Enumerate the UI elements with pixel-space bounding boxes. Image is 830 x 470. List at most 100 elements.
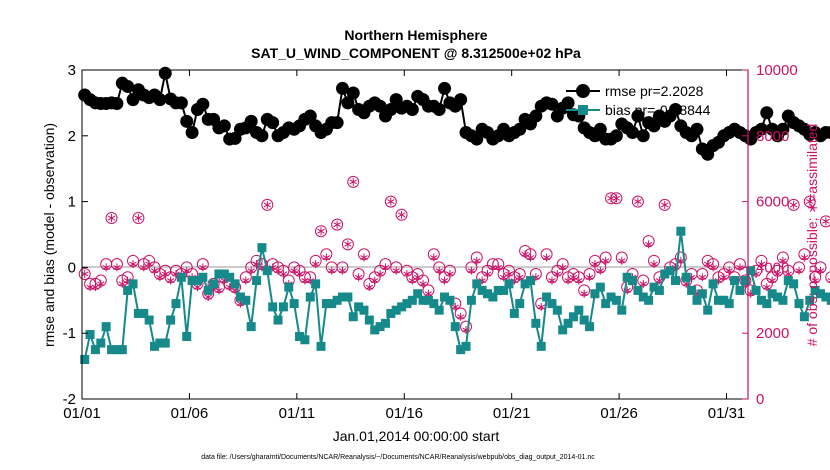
obs-assimilated-point xyxy=(199,263,207,272)
bias-point xyxy=(198,272,208,282)
bias-point xyxy=(703,305,713,315)
rmse-point xyxy=(824,126,830,139)
rmse-point xyxy=(760,106,774,120)
x-tick-label: 01/16 xyxy=(385,405,423,422)
bias-point xyxy=(155,338,165,348)
obs-assimilated-point xyxy=(618,256,626,265)
bias-point xyxy=(107,345,117,355)
obs-assimilated-point xyxy=(129,260,137,269)
bias-point xyxy=(622,272,632,282)
bias-point xyxy=(235,292,245,302)
obs-assimilated-point xyxy=(317,227,325,236)
bias-point xyxy=(794,299,804,309)
bias-point xyxy=(375,322,385,332)
bias-point xyxy=(413,289,423,299)
obs-possible-point xyxy=(395,208,408,221)
bias-point xyxy=(101,322,111,332)
obs-assimilated-point xyxy=(467,266,476,275)
bias-point xyxy=(477,285,487,295)
y-tick-label-right: 2000 xyxy=(756,325,789,342)
obs-possible-point xyxy=(825,271,830,284)
bias-point xyxy=(687,285,697,295)
bias-point xyxy=(219,269,229,279)
bias-point xyxy=(252,276,262,286)
bias-point xyxy=(638,292,648,302)
bias-point xyxy=(391,305,401,315)
bias-point xyxy=(730,276,740,286)
obs-possible-point xyxy=(631,195,644,208)
bias-point xyxy=(133,308,143,318)
bias-point xyxy=(617,305,627,315)
obs-assimilated-point xyxy=(166,276,175,285)
rmse-point xyxy=(244,114,258,128)
bias-point xyxy=(289,299,299,309)
obs-assimilated-point xyxy=(392,266,400,275)
y-tick-label-left: -2 xyxy=(63,391,76,408)
obs-assimilated-point xyxy=(183,266,191,275)
obs-assimilated-point xyxy=(526,253,535,262)
bias-point xyxy=(128,279,138,289)
obs-assimilated-point xyxy=(779,256,787,265)
rmse-point xyxy=(432,102,446,116)
bias-point xyxy=(633,285,643,295)
bias-point xyxy=(90,345,100,355)
obs-possible-point xyxy=(658,198,671,211)
obs-assimilated-point xyxy=(279,269,288,278)
obs-assimilated-point xyxy=(763,283,771,292)
bias-point xyxy=(751,285,761,295)
bias-point xyxy=(343,292,353,302)
bias-point xyxy=(386,308,396,318)
bias-point xyxy=(300,335,310,345)
bias-point xyxy=(778,295,788,305)
obs-possible-point xyxy=(78,267,91,280)
bias-point xyxy=(595,282,605,292)
bias-point xyxy=(542,292,552,302)
bias-point xyxy=(166,315,176,325)
bias-point xyxy=(472,279,482,289)
y-tick-label-left: -1 xyxy=(63,325,76,342)
legend-rmse-marker xyxy=(576,84,590,98)
obs-assimilated-point xyxy=(505,269,513,278)
obs-assimilated-point xyxy=(494,263,502,272)
rmse-point xyxy=(754,122,768,136)
bias-point xyxy=(230,279,240,289)
rmse-point xyxy=(513,122,527,136)
rmse-point xyxy=(776,122,790,136)
obs-assimilated-point xyxy=(403,269,411,278)
bias-point xyxy=(563,318,573,328)
obs-possible-point xyxy=(132,212,145,225)
bias-point xyxy=(536,341,546,351)
bias-point xyxy=(756,295,766,305)
obs-assimilated-point xyxy=(387,197,395,206)
bias-point xyxy=(531,318,541,328)
y-tick-label-left: 0 xyxy=(68,259,76,276)
rmse-point xyxy=(647,119,661,133)
rmse-point xyxy=(341,96,355,110)
bias-point xyxy=(676,226,686,236)
chart-subtitle: SAT_U_WIND_COMPONENT @ 8.312500e+02 hPa xyxy=(251,45,581,61)
bias-point xyxy=(574,305,584,315)
bias-point xyxy=(799,312,809,322)
bias-point xyxy=(192,276,202,286)
obs-assimilated-point xyxy=(736,263,744,272)
bias-point xyxy=(767,289,777,299)
rmse-point xyxy=(158,66,172,80)
obs-assimilated-point xyxy=(344,240,352,249)
rmse-point xyxy=(373,99,387,113)
rmse-point xyxy=(690,122,704,136)
obs-possible-point xyxy=(347,175,360,188)
bias-point xyxy=(337,292,347,302)
y-tick-label-right: 10000 xyxy=(756,62,798,79)
obs-assimilated-point xyxy=(558,263,567,272)
bias-point xyxy=(429,299,439,309)
rmse-point xyxy=(266,116,280,130)
y-tick-label-left: 2 xyxy=(68,128,76,145)
bias-point xyxy=(606,292,616,302)
legend: rmse pr=2.2028 bias pr=-0.58844 xyxy=(566,83,711,118)
bias-point xyxy=(327,299,337,309)
obs-possible-point xyxy=(819,215,830,228)
obs-assimilated-point xyxy=(800,253,809,262)
obs-assimilated-point xyxy=(768,276,776,285)
bias-point xyxy=(601,299,611,309)
obs-possible-point xyxy=(787,198,800,211)
